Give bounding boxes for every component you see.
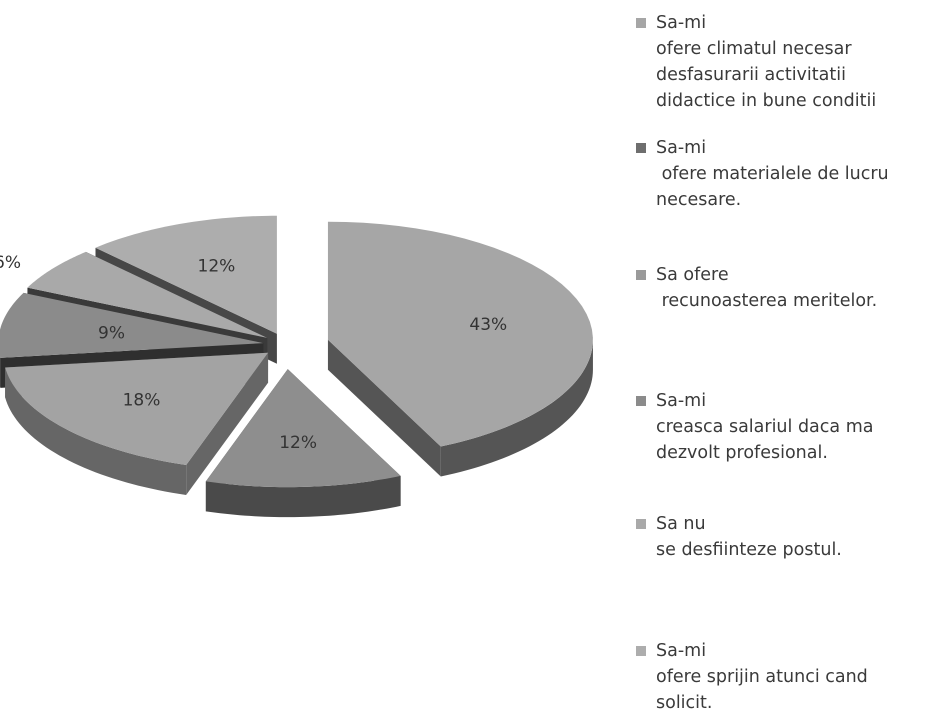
legend-label-line: Sa nu	[656, 511, 951, 537]
legend-label-line: Sa-mi	[656, 638, 951, 664]
slice-data-label: 9%	[98, 323, 125, 343]
legend-label-line: ofere materialele de lucru	[656, 161, 951, 187]
slice-data-label: 43%	[469, 315, 507, 335]
pie-slice	[328, 222, 593, 477]
legend-label: Sa ofere recunoasterea meritelor.	[656, 262, 951, 314]
legend-swatch	[636, 519, 646, 529]
legend-label-line: dezvolt profesional.	[656, 440, 951, 466]
legend-label-line: se desfiinteze postul.	[656, 537, 951, 563]
legend-label-line: solicit.	[656, 690, 951, 716]
slice-data-label: 12%	[279, 433, 317, 453]
legend-label-line: necesare.	[656, 187, 951, 213]
slice-data-label: 18%	[123, 390, 161, 410]
legend-label-line: recunoasterea meritelor.	[656, 288, 951, 314]
legend-label-line: Sa-mi	[656, 135, 951, 161]
legend-swatch	[636, 396, 646, 406]
legend-label-line: Sa-mi	[656, 388, 951, 414]
legend-swatch	[636, 18, 646, 28]
slice-data-label: 6%	[0, 253, 21, 273]
slice-data-label: 12%	[198, 257, 236, 277]
pie-chart: 43% 12% 18% 9% 6% 12%	[0, 0, 600, 715]
legend-label-line: creasca salariul daca ma	[656, 414, 951, 440]
legend-swatch	[636, 143, 646, 153]
legend-label-line: didactice in bune conditii	[656, 88, 951, 114]
pie-chart-svg: 43% 12% 18% 9% 6% 12%	[0, 0, 600, 715]
legend-label-line: Sa-mi	[656, 10, 951, 36]
legend-label-line: ofere sprijin atunci cand	[656, 664, 951, 690]
legend-label-line: desfasurarii activitatii	[656, 62, 951, 88]
legend-swatch	[636, 646, 646, 656]
legend-label-line: ofere climatul necesar	[656, 36, 951, 62]
legend-swatch	[636, 270, 646, 280]
legend-label-line: Sa ofere	[656, 262, 951, 288]
